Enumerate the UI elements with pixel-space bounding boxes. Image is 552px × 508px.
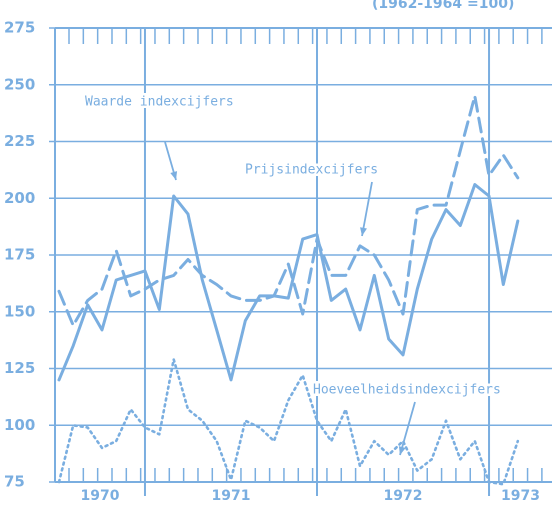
x-tick-label: 1970 [81, 488, 120, 504]
y-tick-label: 275 [4, 19, 35, 37]
y-tick-label: 100 [4, 416, 35, 434]
annotation-arrow [361, 181, 373, 237]
y-tick-label: 200 [4, 189, 35, 207]
line-series [57, 94, 520, 327]
arrow-head [360, 227, 367, 236]
y-tick-label: 225 [4, 132, 35, 150]
line-series [57, 183, 520, 382]
x-tick-label: 1971 [212, 488, 251, 504]
annotation-backdrop: Prijsindexcijfers [245, 163, 378, 178]
line-series [57, 358, 520, 486]
y-tick-label: 175 [4, 246, 35, 264]
arrow-head [170, 171, 178, 180]
x-tick-label: 1973 [501, 488, 540, 504]
annotation: Hoeveelheidsindexcijfers [313, 383, 501, 398]
y-tick-label: 125 [4, 359, 35, 377]
annotation: Waarde indexcijfers [85, 95, 234, 110]
y-tick-label: 250 [4, 75, 35, 93]
y-tick-label: 150 [4, 302, 35, 320]
annotation-backdrop: Hoeveelheidsindexcijfers [313, 383, 501, 398]
annotation-arrow [399, 401, 416, 456]
chart-subtitle: (1962-1964 =100) [372, 0, 514, 12]
arrow-head [398, 446, 406, 455]
annotation-backdrop: Waarde indexcijfers [85, 95, 234, 110]
x-tick-label: 1972 [384, 488, 423, 504]
annotation: Prijsindexcijfers [245, 163, 378, 178]
y-tick-label: 75 [4, 473, 25, 491]
